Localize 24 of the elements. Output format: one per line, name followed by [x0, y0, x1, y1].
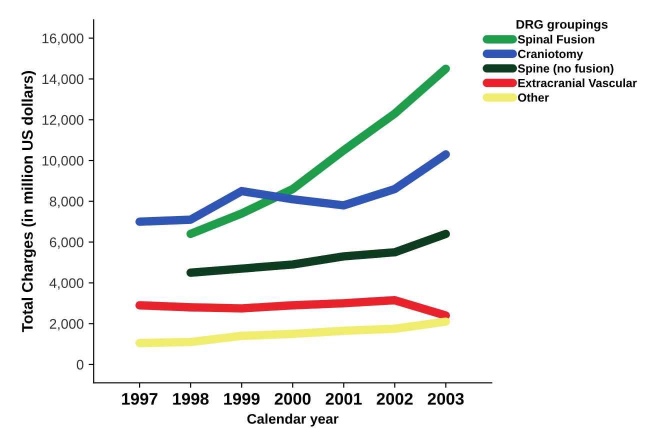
legend-label: Craniotomy: [518, 49, 584, 60]
y-tick-label: 12,000: [42, 115, 84, 127]
y-tick-label: 10,000: [42, 156, 84, 168]
x-axis-title: Calendar year: [247, 414, 338, 427]
legend-label: Spine (no fusion): [518, 64, 614, 75]
y-tick-label: 14,000: [42, 74, 84, 86]
x-tick-label: 2003: [428, 392, 464, 405]
x-tick-label: 2001: [326, 392, 362, 405]
x-tick-label: 1997: [122, 392, 158, 405]
legend-label: Other: [518, 93, 549, 102]
y-axis-title: Total Charges (in million US dollars): [22, 71, 36, 332]
x-tick-label: 2002: [376, 392, 413, 405]
x-tick-label: 2000: [274, 392, 311, 405]
legend-title: DRG groupings: [516, 20, 608, 32]
legend-label: Spinal Fusion: [518, 34, 594, 46]
y-tick-label: 16,000: [42, 33, 84, 45]
y-tick-label: 0: [76, 360, 84, 370]
x-tick-label: 1999: [224, 392, 260, 405]
y-tick-label: 8,000: [50, 196, 84, 208]
legend-label: Extracranial Vascular: [518, 78, 637, 88]
y-tick-label: 6,000: [50, 237, 84, 249]
x-tick-label: 1998: [173, 392, 209, 405]
y-tick-label: 2,000: [50, 318, 84, 330]
y-tick-label: 4,000: [50, 278, 84, 290]
